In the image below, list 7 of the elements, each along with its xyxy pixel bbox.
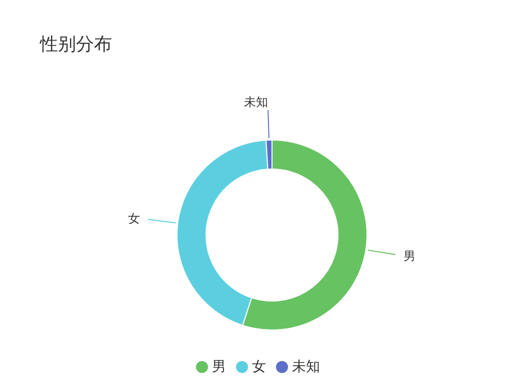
legend-label: 未知 (292, 359, 320, 375)
slice-label: 未知 (244, 95, 268, 110)
slice-label: 女 (128, 211, 140, 226)
legend-label: 女 (252, 359, 266, 375)
legend-label: 男 (212, 359, 226, 375)
chart-title: 性别分布 (40, 33, 112, 56)
slice-label: 男 (403, 248, 416, 263)
